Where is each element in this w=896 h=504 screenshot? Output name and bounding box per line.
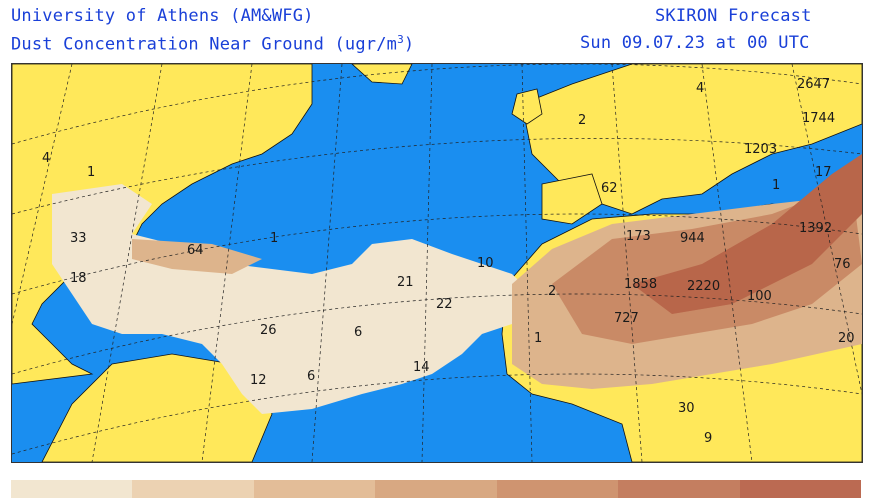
legend-swatch — [375, 480, 497, 498]
valid-time: Sun 09.07.23 at 00 UTC — [580, 33, 810, 53]
legend-swatch — [618, 480, 740, 498]
value-label: 20 — [838, 331, 855, 346]
value-label: 1 — [534, 331, 542, 346]
legend-swatch — [11, 480, 133, 498]
value-label: 1744 — [802, 111, 835, 126]
value-label: 64 — [187, 243, 204, 258]
dust-map: 4 1 33 18 64 1 26 12 6 6 21 22 10 14 2 1 173 944 1858 2220 7… — [11, 63, 863, 463]
value-label: 62 — [601, 181, 618, 196]
value-label: 4 — [42, 151, 50, 166]
value-label: 944 — [680, 231, 705, 246]
org-title: University of Athens (AM&WFG) — [11, 6, 314, 26]
graticule — [12, 64, 862, 462]
value-label: 1203 — [744, 142, 777, 157]
dust-sahara-peak — [632, 154, 862, 314]
value-label: 10 — [477, 256, 494, 271]
value-label: 6 — [307, 369, 315, 384]
legend-swatch — [496, 480, 619, 498]
value-label: 100 — [747, 289, 772, 304]
value-label: 173 — [626, 229, 651, 244]
color-legend — [11, 480, 861, 498]
value-label: 1392 — [799, 221, 832, 236]
value-label: 2220 — [687, 279, 720, 294]
variable-title: Dust Concentration Near Ground (ugr/m3) — [11, 33, 415, 55]
value-label: 1 — [87, 165, 95, 180]
value-label: 22 — [436, 297, 453, 312]
value-label: 9 — [704, 431, 712, 446]
value-label: 1 — [772, 178, 780, 193]
value-label: 727 — [614, 311, 639, 326]
value-label: 30 — [678, 401, 695, 416]
value-label: 2 — [578, 113, 586, 128]
dust-caribbean-mid — [132, 239, 262, 274]
value-label: 4 — [696, 81, 704, 96]
value-label: 21 — [397, 275, 414, 290]
value-label: 1 — [270, 231, 278, 246]
legend-swatch — [132, 480, 254, 498]
value-label: 6 — [354, 325, 362, 340]
product-title: SKIRON Forecast — [655, 6, 812, 26]
legend-swatch — [739, 480, 861, 498]
value-label: 2 — [548, 284, 556, 299]
land-british-isles — [511, 88, 543, 125]
value-label: 1858 — [624, 277, 657, 292]
value-label: 18 — [70, 271, 87, 286]
value-label: 12 — [250, 373, 267, 388]
value-label: 33 — [70, 231, 87, 246]
land-south-america — [41, 353, 273, 462]
dust-plume-atlantic — [52, 184, 532, 414]
value-label: 76 — [834, 257, 851, 272]
value-label: 26 — [260, 323, 277, 338]
value-label: 14 — [413, 360, 430, 375]
land-arctic — [351, 64, 413, 85]
legend-swatch — [253, 480, 376, 498]
value-label: 2647 — [797, 77, 830, 92]
value-label: 17 — [815, 165, 832, 180]
